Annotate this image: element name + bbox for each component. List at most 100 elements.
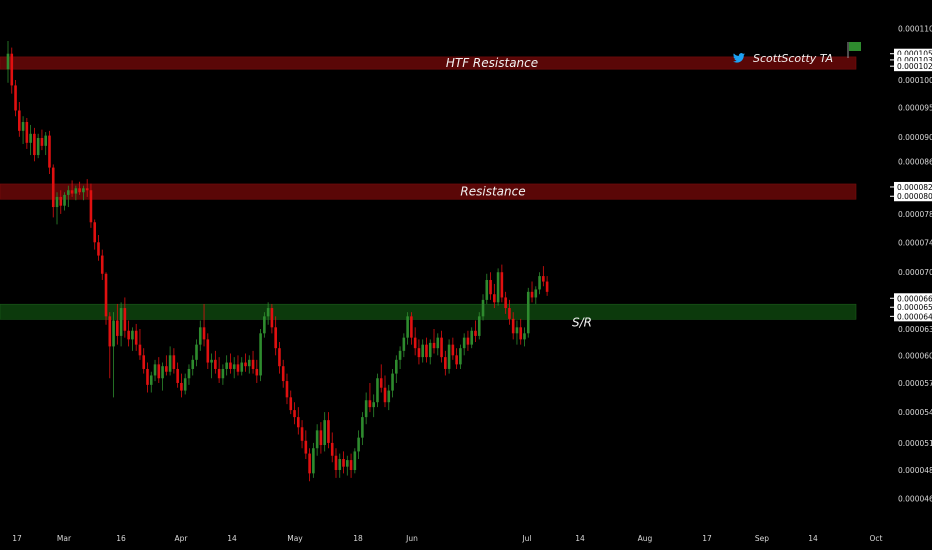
candle[interactable]: [157, 357, 161, 383]
candle[interactable]: [172, 348, 176, 374]
candle[interactable]: [263, 312, 266, 338]
candle[interactable]: [51, 164, 55, 218]
candle[interactable]: [330, 432, 334, 463]
candle[interactable]: [421, 339, 424, 363]
zone-resistance-0[interactable]: [0, 56, 857, 70]
candle[interactable]: [289, 390, 293, 415]
candle[interactable]: [353, 448, 357, 474]
candle[interactable]: [511, 312, 515, 340]
candle[interactable]: [379, 364, 383, 393]
candle[interactable]: [285, 373, 289, 405]
candle[interactable]: [195, 339, 198, 367]
candle[interactable]: [176, 362, 179, 388]
candle[interactable]: [327, 412, 330, 449]
candle[interactable]: [270, 303, 274, 334]
candle[interactable]: [206, 333, 210, 369]
candle[interactable]: [349, 453, 353, 478]
candle[interactable]: [89, 183, 93, 228]
candle[interactable]: [281, 359, 285, 388]
candle[interactable]: [357, 430, 360, 460]
candle[interactable]: [210, 353, 213, 379]
candle[interactable]: [500, 264, 504, 303]
candle[interactable]: [368, 382, 372, 413]
candle[interactable]: [85, 179, 89, 197]
candle[interactable]: [97, 235, 100, 261]
candle[interactable]: [202, 303, 206, 347]
candle[interactable]: [119, 302, 123, 347]
candle[interactable]: [244, 353, 247, 372]
candle[interactable]: [323, 412, 326, 452]
candle[interactable]: [255, 359, 259, 383]
candle[interactable]: [25, 117, 29, 149]
candle[interactable]: [466, 330, 470, 351]
candle[interactable]: [153, 359, 157, 382]
candle[interactable]: [78, 181, 81, 195]
candle[interactable]: [542, 266, 545, 287]
candle[interactable]: [63, 192, 66, 211]
candle[interactable]: [474, 320, 477, 343]
candle[interactable]: [221, 364, 225, 385]
candle[interactable]: [485, 273, 489, 304]
zone-resistance-1[interactable]: [0, 183, 857, 200]
candle[interactable]: [496, 268, 500, 306]
candle[interactable]: [138, 329, 142, 360]
candle[interactable]: [417, 339, 421, 365]
candle[interactable]: [296, 407, 300, 435]
candle[interactable]: [14, 80, 17, 117]
candle[interactable]: [247, 355, 251, 374]
candle[interactable]: [236, 355, 240, 376]
candle[interactable]: [59, 190, 63, 214]
candle[interactable]: [104, 272, 108, 325]
candle[interactable]: [455, 348, 458, 369]
candle[interactable]: [447, 339, 451, 374]
candle[interactable]: [406, 312, 409, 345]
candle[interactable]: [493, 283, 496, 309]
candle[interactable]: [489, 272, 492, 300]
candle[interactable]: [413, 327, 417, 356]
candle[interactable]: [410, 312, 413, 345]
candle[interactable]: [504, 291, 507, 314]
candle[interactable]: [338, 453, 342, 478]
candle[interactable]: [477, 312, 481, 340]
candle[interactable]: [149, 371, 153, 393]
candle[interactable]: [18, 102, 21, 137]
candle[interactable]: [82, 185, 85, 201]
candle[interactable]: [523, 327, 526, 347]
candle[interactable]: [395, 355, 398, 383]
candle[interactable]: [387, 384, 391, 411]
candle[interactable]: [33, 127, 36, 162]
candle[interactable]: [93, 219, 97, 250]
candle[interactable]: [440, 330, 443, 363]
candle[interactable]: [361, 412, 364, 446]
candle[interactable]: [428, 339, 432, 365]
candle[interactable]: [545, 276, 549, 296]
candle[interactable]: [459, 344, 462, 369]
candle[interactable]: [425, 337, 428, 363]
candle[interactable]: [308, 448, 311, 482]
candle[interactable]: [74, 185, 78, 201]
candle[interactable]: [342, 451, 345, 474]
candle[interactable]: [214, 350, 217, 374]
candle[interactable]: [319, 422, 323, 454]
candle[interactable]: [187, 364, 191, 385]
candle[interactable]: [515, 320, 519, 345]
candle[interactable]: [67, 185, 70, 208]
candle[interactable]: [100, 249, 104, 280]
candle[interactable]: [180, 373, 183, 398]
time-axis[interactable]: 17 Mar 16 Apr 14 May 18 Jun Jul 14 Aug 17 Sep 14 Oct: [12, 534, 882, 543]
candle[interactable]: [251, 350, 255, 374]
candle[interactable]: [161, 362, 164, 391]
candle[interactable]: [29, 124, 32, 156]
candle[interactable]: [232, 357, 236, 379]
candle[interactable]: [315, 424, 319, 456]
candle[interactable]: [391, 368, 394, 398]
candle[interactable]: [217, 357, 221, 383]
candle[interactable]: [112, 312, 115, 398]
candle[interactable]: [146, 362, 149, 393]
candle[interactable]: [225, 355, 228, 376]
candle[interactable]: [372, 394, 375, 418]
candle[interactable]: [123, 297, 127, 338]
candle[interactable]: [274, 316, 277, 356]
